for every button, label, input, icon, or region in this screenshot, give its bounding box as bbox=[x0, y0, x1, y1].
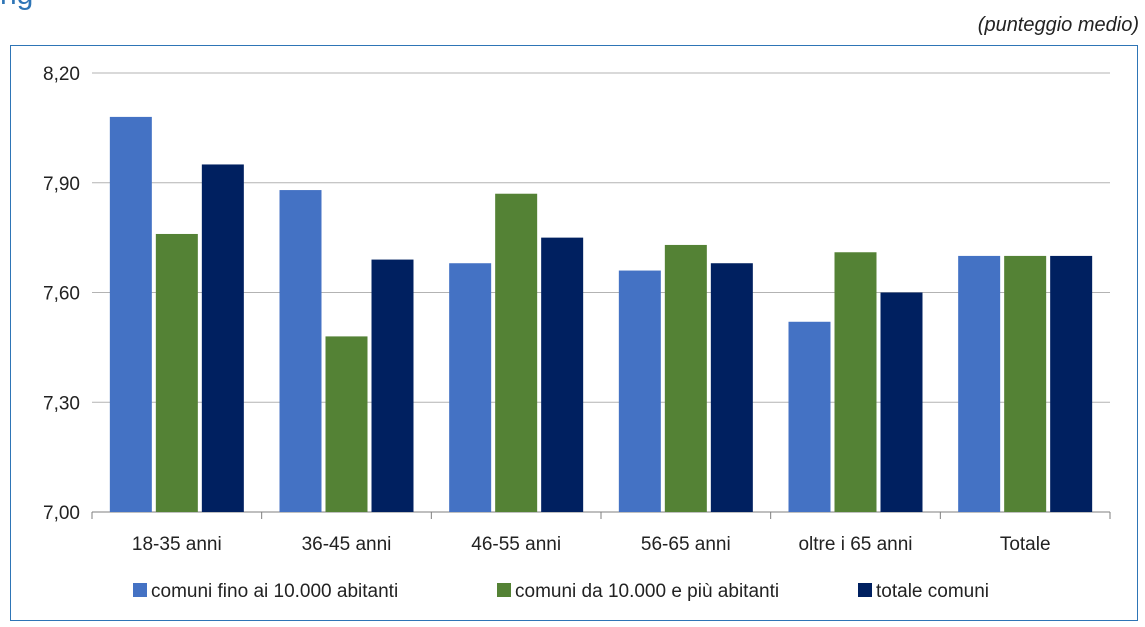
bar bbox=[371, 259, 414, 512]
bar bbox=[495, 193, 538, 512]
bar bbox=[618, 270, 661, 512]
legend-swatch bbox=[858, 583, 872, 597]
x-tick-label: Totale bbox=[1000, 534, 1051, 555]
x-tick-label: 46-55 anni bbox=[471, 534, 561, 555]
x-tick-label: 56-65 anni bbox=[641, 534, 731, 555]
bar bbox=[880, 292, 923, 512]
bar bbox=[788, 321, 831, 512]
bar bbox=[1050, 255, 1093, 512]
bar bbox=[710, 263, 753, 512]
x-tick-label: 18-35 anni bbox=[132, 534, 222, 555]
bar bbox=[664, 244, 707, 513]
legend-label: comuni fino ai 10.000 abitanti bbox=[151, 581, 398, 602]
y-tick-label: 7,90 bbox=[43, 174, 80, 195]
bar bbox=[325, 336, 368, 512]
legend-swatch bbox=[133, 583, 147, 597]
legend-label: comuni da 10.000 e più abitanti bbox=[515, 581, 779, 602]
bar bbox=[201, 164, 244, 513]
bar bbox=[1004, 255, 1047, 512]
chart-frame bbox=[10, 45, 1138, 621]
bar bbox=[449, 263, 492, 512]
bar bbox=[834, 252, 877, 512]
y-tick-label: 7,60 bbox=[43, 284, 80, 305]
chart-title-fragment: ng bbox=[0, 0, 80, 14]
legend-swatch bbox=[497, 583, 511, 597]
bar bbox=[109, 116, 152, 513]
bar bbox=[958, 255, 1001, 512]
bar bbox=[541, 237, 584, 512]
x-tick-label: oltre i 65 anni bbox=[798, 534, 912, 555]
bar bbox=[279, 190, 322, 513]
y-tick-label: 8,20 bbox=[43, 64, 80, 85]
unit-note: (punteggio medio) bbox=[977, 14, 1139, 36]
x-tick-label: 36-45 anni bbox=[302, 534, 392, 555]
y-tick-label: 7,00 bbox=[43, 503, 80, 524]
legend-label: totale comuni bbox=[876, 581, 989, 602]
y-tick-label: 7,30 bbox=[43, 393, 80, 414]
bar bbox=[155, 233, 198, 512]
